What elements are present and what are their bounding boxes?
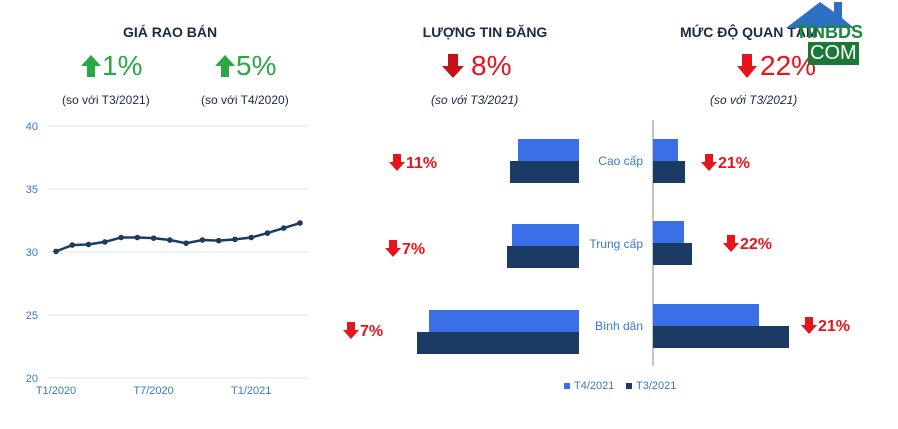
interest-change-value: 22% (760, 50, 817, 81)
change-annotation-text: 7% (360, 323, 383, 340)
logo-suffix: COM (808, 42, 859, 65)
legend-swatch (564, 383, 570, 389)
price-change-month-value: 1% (102, 50, 143, 81)
data-point (167, 237, 173, 243)
y-tick-label: 20 (26, 373, 38, 385)
price-change-year: 5% (214, 50, 276, 82)
data-point (215, 237, 222, 244)
y-tick-label: 25 (26, 310, 38, 322)
data-point (183, 240, 189, 246)
listings-note: (so với T3/2021) (431, 93, 519, 107)
interest-change: 22% (736, 50, 816, 82)
y-tick-label: 40 (26, 121, 38, 133)
data-point (264, 230, 271, 236)
arrow-down-icon (442, 54, 464, 78)
arrow-down-icon (737, 54, 757, 78)
x-tick-label: T1/2021 (231, 385, 271, 397)
listings-bar (510, 161, 579, 183)
change-annotation: 21% (801, 317, 850, 335)
category-label: Trung cấp (589, 237, 643, 251)
listings-bar (507, 246, 579, 268)
data-point (248, 234, 254, 241)
interest-bar (653, 161, 685, 183)
data-point (53, 248, 59, 255)
logo-com: COM (808, 42, 859, 65)
tinbds-logo: TINBDS COM (786, 0, 863, 66)
arrow-down-icon (389, 154, 405, 171)
change-annotation: 7% (343, 322, 383, 340)
price-change-year-value: 5% (236, 50, 277, 81)
price-series-line (55, 221, 301, 253)
data-point (134, 234, 141, 241)
price-line-chart: 20 25 30 35 40 T1/2020 T7/2020 T1/2021 (26, 121, 308, 397)
price-note-year: (so với T4/2020) (201, 93, 289, 107)
arrow-down-icon (343, 322, 359, 339)
data-point (102, 239, 108, 245)
legend-label: T4/2021 (574, 380, 615, 392)
interest-bar (653, 304, 759, 326)
data-point (85, 241, 92, 248)
data-point (69, 242, 76, 248)
legend-t3: T3/2021 (626, 380, 676, 392)
y-tick-label: 30 (26, 247, 38, 259)
interest-note: (so với T3/2021) (710, 93, 798, 107)
interest-bar (653, 139, 678, 161)
interest-bar (653, 326, 789, 348)
listings-bar (417, 332, 579, 354)
change-annotation-text: 21% (818, 318, 850, 335)
change-annotation-text: 11% (406, 155, 437, 172)
change-annotation-text: 22% (740, 236, 772, 253)
y-tick-label: 35 (26, 184, 38, 196)
data-point (118, 234, 124, 241)
arrow-down-icon (701, 154, 717, 171)
legend-swatch (626, 383, 632, 389)
data-point (297, 220, 303, 226)
change-annotation: 21% (701, 154, 750, 172)
data-point (199, 237, 206, 243)
change-annotation: 22% (723, 235, 772, 253)
price-note-month: (so với T3/2021) (62, 93, 150, 107)
arrow-down-icon (723, 235, 739, 252)
arrow-down-icon (801, 317, 817, 334)
listings-bar (429, 310, 579, 332)
listings-change: 8% (441, 50, 511, 82)
price-change-month: 1% (80, 50, 142, 82)
arrow-up-icon (81, 55, 101, 77)
category-label: Bình dân (595, 319, 643, 333)
legend-t4: T4/2021 (564, 380, 614, 392)
logo-text: TINBDS (796, 22, 863, 42)
data-point (232, 236, 238, 243)
interest-title: MỨC ĐỘ QUAN TÂM (680, 24, 818, 40)
interest-bar (653, 221, 684, 243)
listings-title: LƯỢNG TIN ĐĂNG (422, 24, 548, 40)
change-annotation: 7% (385, 240, 425, 258)
listings-bar (512, 224, 579, 246)
change-annotation: 11% (389, 154, 437, 172)
change-annotation-text: 7% (402, 241, 425, 258)
x-tick-label: T1/2020 (36, 385, 76, 397)
change-annotation-text: 21% (718, 155, 750, 172)
house-roof-icon (786, 2, 854, 28)
x-tick-label: T7/2020 (133, 385, 173, 397)
category-label: Cao cấp (598, 154, 643, 168)
data-point (150, 235, 157, 241)
listings-change-value: 8% (471, 50, 512, 81)
data-point (280, 225, 287, 231)
arrow-down-icon (385, 240, 401, 257)
arrow-up-icon (215, 55, 235, 77)
listings-bar (518, 139, 579, 161)
price-title: GIÁ RAO BÁN (122, 24, 218, 40)
legend-label: T3/2021 (636, 380, 677, 392)
interest-bar (653, 243, 692, 265)
